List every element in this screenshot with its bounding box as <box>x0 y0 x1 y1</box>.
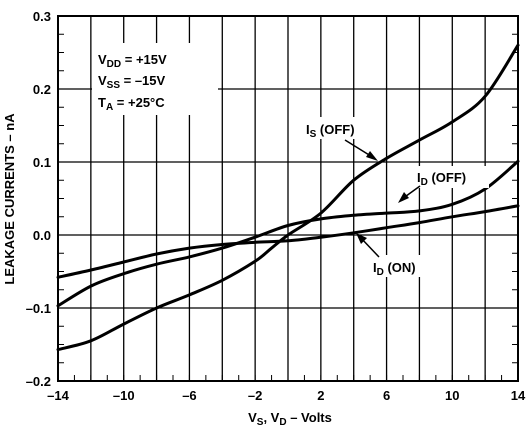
x-tick-label-2: –6 <box>182 388 196 403</box>
plot-frame <box>57 15 519 382</box>
y-tick-label-3: 0.1 <box>33 155 51 170</box>
id-off-curve <box>56 159 520 308</box>
conditions-backdrop <box>92 43 218 115</box>
condition-ta: TA = +25°C <box>98 95 165 113</box>
y-tick-label-0: –0.2 <box>26 374 51 389</box>
id-on-arrowhead <box>356 233 367 244</box>
id-off-arrowhead <box>398 192 409 203</box>
y-axis-title: LEAKAGE CURRENTS – nA <box>2 113 17 285</box>
tick-labels: –0.2 –0.1 0.0 0.1 0.2 0.3 –14 –10 –6 –2 2 6 10 14 <box>26 9 526 403</box>
y-tick-label-4: 0.2 <box>33 82 51 97</box>
x-tick-label-4: 2 <box>317 388 324 403</box>
y-tick-label-1: –0.1 <box>26 301 51 316</box>
x-tick-label-7: 14 <box>511 388 526 403</box>
x-tick-label-5: 6 <box>383 388 390 403</box>
x-tick-label-3: –2 <box>248 388 262 403</box>
id-on-curve <box>56 204 520 279</box>
is-off-label: IS (OFF) <box>306 122 355 140</box>
x-tick-label-6: 10 <box>445 388 459 403</box>
id-on-label: ID (ON) <box>373 260 416 278</box>
y-tick-label-5: 0.3 <box>33 9 51 24</box>
x-tick-label-0: –14 <box>47 388 69 403</box>
id-off-label-backdrop <box>411 166 489 188</box>
id-on-label-backdrop <box>367 255 439 277</box>
id-off-label: ID (OFF) <box>417 170 466 188</box>
series-lines <box>56 43 520 352</box>
x-axis-title: VS, VD – Volts <box>248 410 332 427</box>
condition-vss: VSS = –15V <box>98 73 166 91</box>
is-off-label-backdrop <box>300 117 372 139</box>
x-tick-label-1: –10 <box>113 388 135 403</box>
is-off-arrowhead <box>366 151 378 161</box>
condition-vdd: VDD = +15V <box>98 52 167 70</box>
y-tick-label-2: 0.0 <box>33 228 51 243</box>
